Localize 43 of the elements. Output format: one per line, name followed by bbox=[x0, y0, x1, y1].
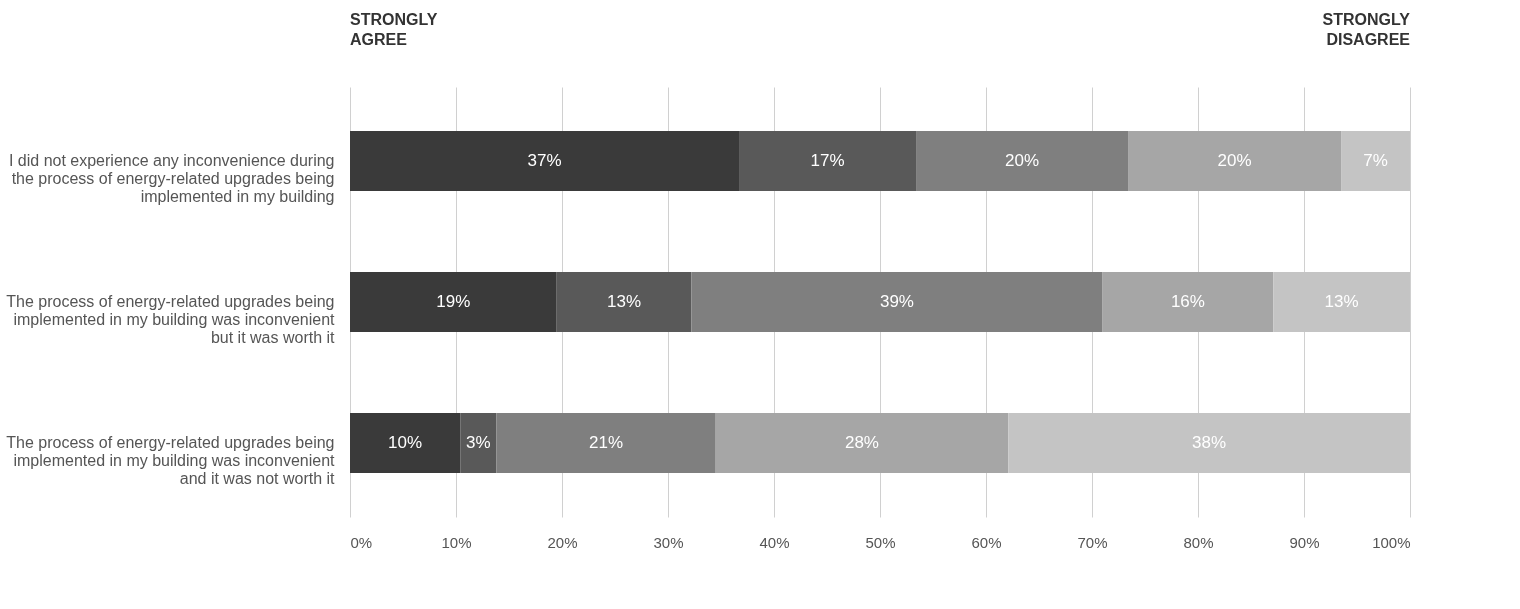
data-label: 3% bbox=[465, 432, 491, 452]
bar bbox=[1128, 131, 1342, 192]
bar bbox=[916, 131, 1129, 192]
x-tick-label: 70% bbox=[1077, 533, 1108, 551]
x-tick-label: 50% bbox=[865, 533, 896, 551]
data-label: 20% bbox=[1005, 151, 1040, 171]
data-label: 19% bbox=[436, 292, 471, 311]
x-tick-label: 100% bbox=[1372, 533, 1411, 551]
x-tick-label: 10% bbox=[441, 533, 472, 551]
data-label: 21% bbox=[588, 432, 624, 452]
bar bbox=[460, 412, 497, 473]
bar bbox=[350, 412, 461, 473]
data-label: 7% bbox=[1363, 151, 1388, 171]
x-tick-label: 20% bbox=[547, 533, 578, 551]
data-label: 10% bbox=[388, 432, 423, 452]
bar bbox=[739, 131, 917, 192]
bar bbox=[350, 131, 740, 192]
data-label: 28% bbox=[844, 432, 879, 452]
bar bbox=[715, 412, 1009, 473]
data-label: 20% bbox=[1217, 151, 1252, 171]
data-label: 16% bbox=[1170, 292, 1205, 311]
x-tick-label: 0% bbox=[350, 533, 373, 551]
bar bbox=[691, 272, 1103, 332]
y-tick-label: The process of energy-related upgrades being implemented in my building was inconvenient but it was worth it bbox=[6, 293, 336, 346]
x-tick-label: 40% bbox=[759, 533, 790, 551]
text: STRONGLY DISAGREE bbox=[1322, 11, 1411, 48]
y-tick-label: The process of energy-related upgrades being implemented in my building was inconvenient and it was not worth it bbox=[6, 433, 336, 487]
x-tick-label: 80% bbox=[1183, 533, 1214, 551]
bar bbox=[556, 272, 692, 332]
data-label: 17% bbox=[810, 151, 845, 171]
data-label: 13% bbox=[1324, 292, 1359, 311]
x-tick-label: 30% bbox=[653, 533, 684, 551]
data-label: 13% bbox=[606, 292, 642, 311]
data-label: 39% bbox=[879, 292, 914, 311]
x-tick-label: 90% bbox=[1289, 533, 1320, 551]
bar bbox=[1102, 272, 1274, 332]
x-tick-label: 60% bbox=[971, 533, 1002, 551]
data-label: 38% bbox=[1192, 432, 1227, 452]
y-tick-label: I did not experience any inconvenience during the process of energy-related upgrades being implemented in my building bbox=[8, 152, 335, 206]
data-label: 37% bbox=[527, 151, 562, 171]
text: STRONGLY AGREE bbox=[350, 11, 438, 48]
bar bbox=[496, 412, 716, 473]
bar bbox=[350, 272, 557, 332]
